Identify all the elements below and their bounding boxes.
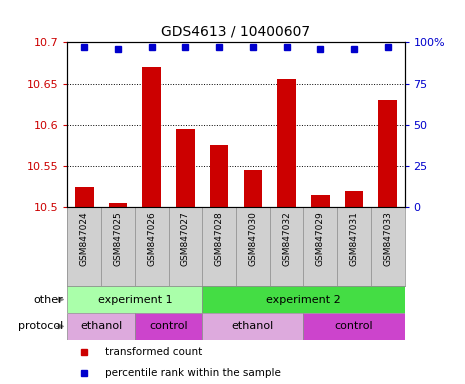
Bar xyxy=(202,286,405,313)
Bar xyxy=(345,191,363,207)
Text: ethanol: ethanol xyxy=(232,321,274,331)
Text: GSM847030: GSM847030 xyxy=(248,211,257,266)
Text: GSM847032: GSM847032 xyxy=(282,211,291,266)
Text: GSM847028: GSM847028 xyxy=(215,211,224,266)
Text: transformed count: transformed count xyxy=(105,347,202,357)
Text: GSM847024: GSM847024 xyxy=(80,211,89,266)
Text: control: control xyxy=(335,321,373,331)
Text: experiment 2: experiment 2 xyxy=(266,295,341,305)
Bar xyxy=(67,313,135,340)
Bar xyxy=(311,195,330,207)
Text: ethanol: ethanol xyxy=(80,321,122,331)
Text: GSM847029: GSM847029 xyxy=(316,211,325,266)
Text: protocol: protocol xyxy=(18,321,63,331)
Bar xyxy=(135,313,202,340)
Text: experiment 1: experiment 1 xyxy=(98,295,172,305)
Text: control: control xyxy=(149,321,188,331)
Bar xyxy=(109,203,127,207)
Text: GSM847025: GSM847025 xyxy=(113,211,122,266)
Bar xyxy=(244,170,262,207)
Bar xyxy=(67,286,202,313)
Text: GSM847027: GSM847027 xyxy=(181,211,190,266)
Text: GSM847026: GSM847026 xyxy=(147,211,156,266)
Text: percentile rank within the sample: percentile rank within the sample xyxy=(105,368,280,378)
Bar xyxy=(303,313,405,340)
Text: GSM847033: GSM847033 xyxy=(383,211,392,266)
Bar xyxy=(176,129,195,207)
Title: GDS4613 / 10400607: GDS4613 / 10400607 xyxy=(161,24,311,38)
Text: other: other xyxy=(33,295,63,305)
Bar xyxy=(277,79,296,207)
Text: GSM847031: GSM847031 xyxy=(350,211,359,266)
Bar xyxy=(210,146,228,207)
Bar xyxy=(75,187,93,207)
Bar xyxy=(142,67,161,207)
Bar xyxy=(202,313,303,340)
Bar xyxy=(379,100,397,207)
